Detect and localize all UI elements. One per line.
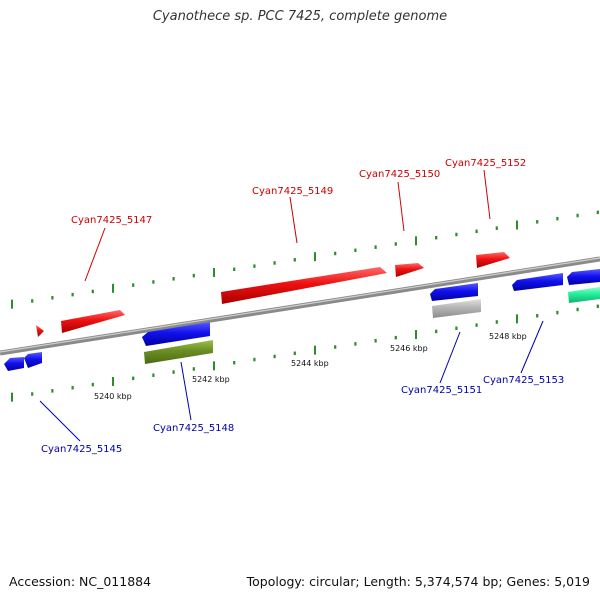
gene-label: Cyan7425_5153 [483,375,564,386]
scale-label: 5242 kbp [192,375,230,384]
genome-backbone [0,256,600,356]
gene-label: Cyan7425_5152 [445,158,526,169]
gene-arrow-forward [221,267,387,304]
scale-label: 5248 kbp [489,332,527,341]
scale-labels: 5240 kbp 5242 kbp 5244 kbp 5246 kbp 5248… [94,332,527,401]
feature-olive [144,340,213,364]
gene-arrow-reverse [567,269,600,285]
map-title: Cyanothece sp. PCC 7425, complete genome [152,9,448,24]
leader-lines [39,169,544,442]
gene-label: Cyan7425_5147 [71,215,152,226]
gene-arrow-forward [476,252,510,268]
scale-label: 5246 kbp [390,344,428,353]
tick-track-reverse [11,304,599,402]
gene-arrow-reverse [4,357,24,371]
accession-text: Accession: NC_011884 [9,574,152,589]
gene-arrow-forward [36,325,44,337]
gene-labels: Cyan7425_5147 Cyan7425_5149 Cyan7425_515… [41,158,564,455]
gene-arrow-forward [61,310,125,333]
reverse-genes [4,269,600,371]
gene-arrow-forward [395,263,424,277]
gene-label: Cyan7425_5149 [252,186,333,197]
gene-arrow-reverse [24,352,42,368]
gene-arrow-reverse [142,322,210,346]
feature-grey [432,299,481,318]
gene-label: Cyan7425_5145 [41,444,122,455]
tick-track-forward [11,210,599,309]
forward-genes [36,252,510,337]
topology-text: Topology: circular; Length: 5,374,574 bp… [246,574,590,589]
feature-teal [568,287,600,303]
gene-label: Cyan7425_5151 [401,385,482,396]
gene-arrow-reverse [512,273,563,291]
gene-arrow-reverse [430,283,478,301]
gene-label: Cyan7425_5148 [153,423,234,434]
scale-label: 5244 kbp [291,359,329,368]
gene-label: Cyan7425_5150 [359,169,440,180]
scale-label: 5240 kbp [94,392,132,401]
